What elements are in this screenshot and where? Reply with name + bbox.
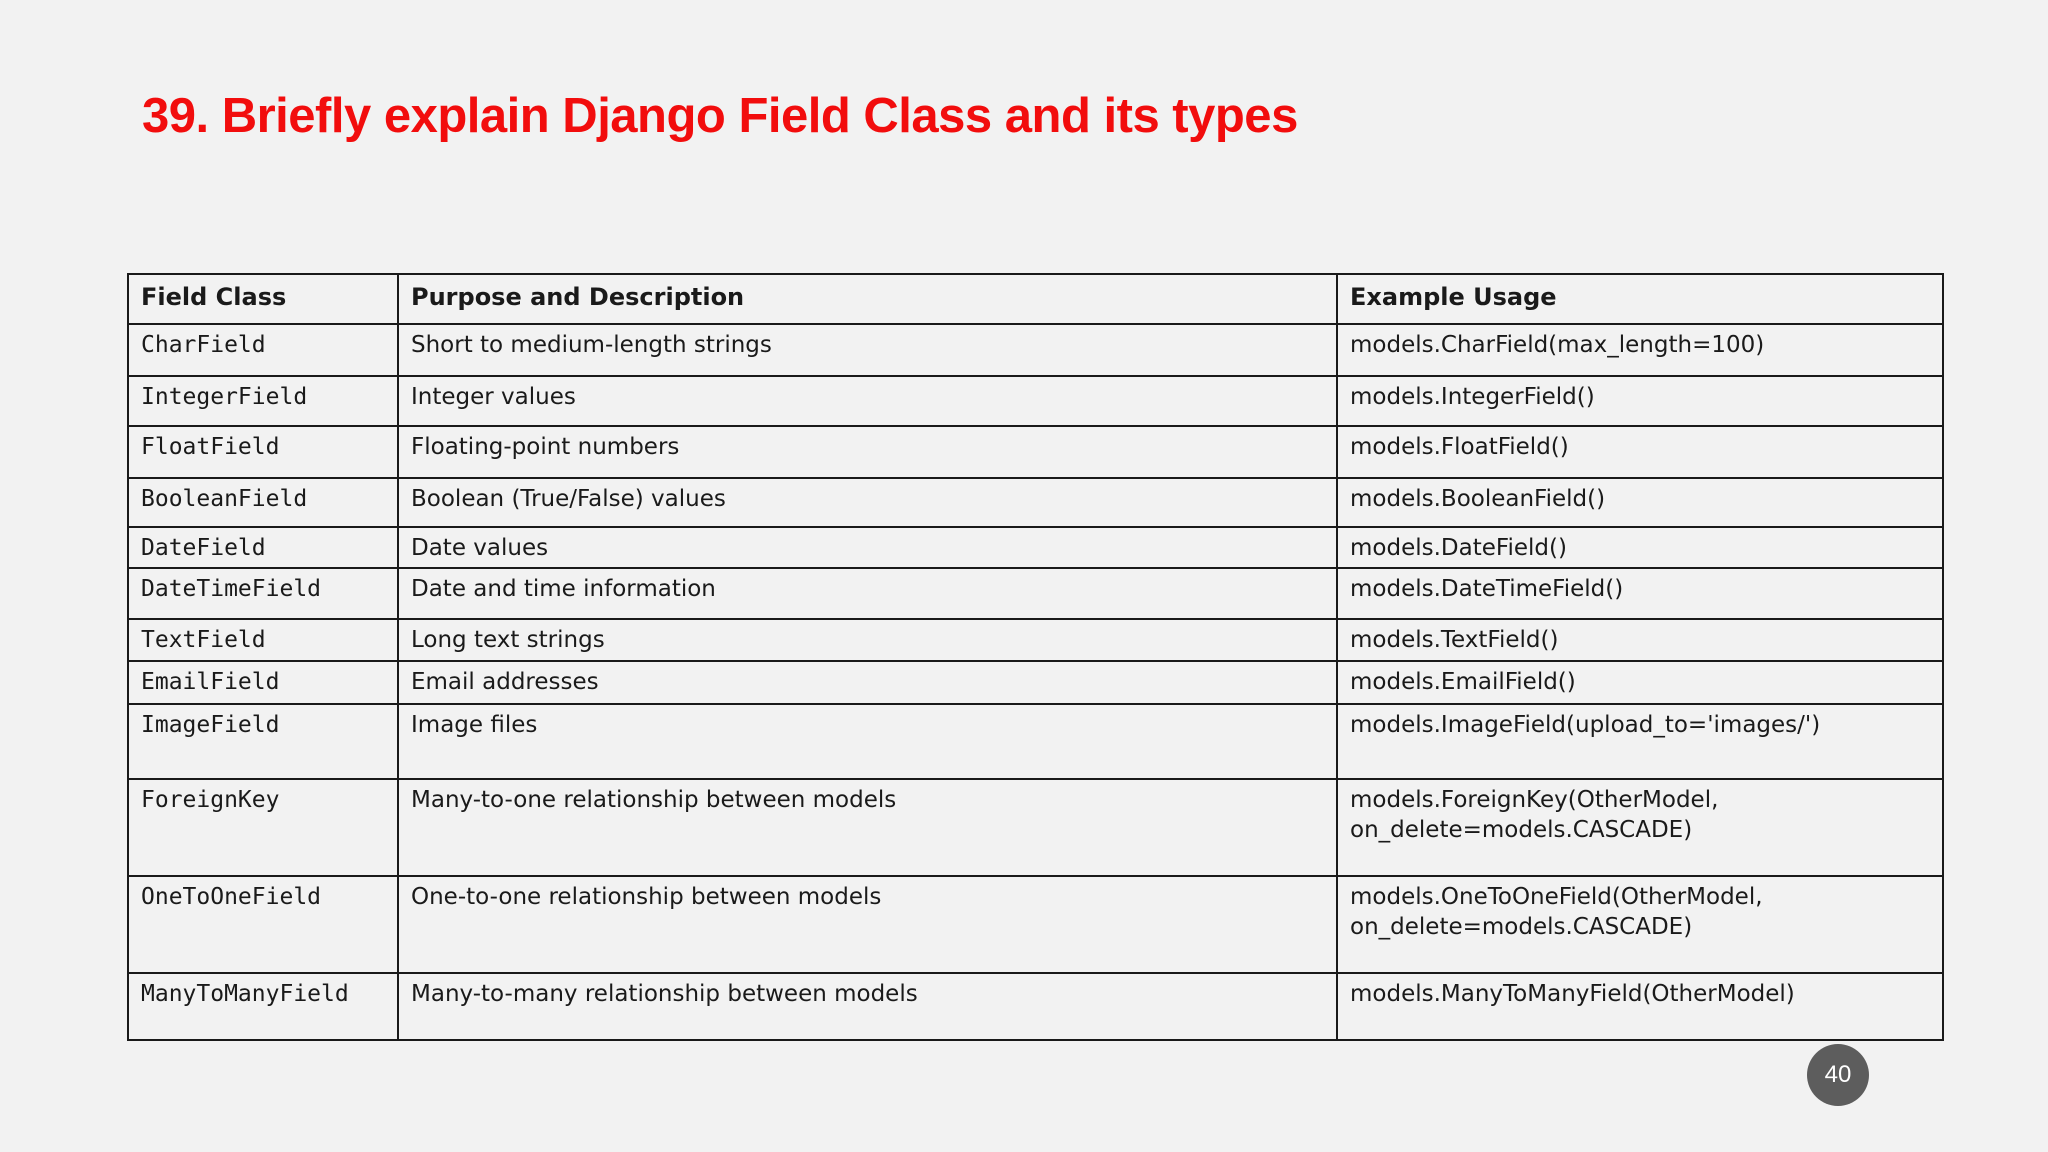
purpose-cell: Floating-point numbers [397,425,1338,479]
table-row: ManyToManyField Many-to-many relationship… [127,971,1944,1041]
field-class-cell: ForeignKey [127,777,399,877]
table-header-row: Field Class Purpose and Description Exam… [127,273,1944,325]
purpose-cell: Short to medium-length strings [397,323,1338,377]
field-class-cell: IntegerField [127,375,399,427]
example-cell: models.ForeignKey(OtherModel, on_delete=… [1336,777,1944,877]
field-class-cell: DateField [127,525,399,570]
purpose-cell: Date values [397,525,1338,570]
purpose-cell: Many-to-one relationship between models [397,777,1338,877]
table-row: DateTimeField Date and time information mo… [127,567,1944,621]
example-cell: models.TextField() [1336,618,1944,662]
column-header-purpose: Purpose and Description [397,273,1338,325]
example-cell: models.FloatField() [1336,425,1944,479]
page-number-badge: 40 [1807,1044,1869,1106]
example-cell: models.DateTimeField() [1336,567,1944,621]
table-row: OneToOneField One-to-one relationship bet… [127,874,1944,974]
purpose-cell: Email addresses [397,659,1338,705]
table-row: CharField Short to medium-length strings m… [127,323,1944,377]
table-row: DateField Date values models.DateField() [127,525,1944,570]
column-header-field-class: Field Class [127,273,399,325]
page-number: 40 [1824,1061,1852,1088]
field-class-cell: BooleanField [127,477,399,528]
field-class-cell: CharField [127,323,399,377]
table-row: ForeignKey Many-to-one relationship betwe… [127,777,1944,877]
example-cell: models.DateField() [1336,525,1944,570]
field-class-cell: ManyToManyField [127,971,399,1041]
example-cell: models.IntegerField() [1336,375,1944,427]
table-row: TextField Long text strings models.TextFie… [127,618,1944,662]
field-class-cell: EmailField [127,659,399,705]
table-row: ImageField Image files models.ImageField(u… [127,702,1944,780]
example-cell: models.OneToOneField(OtherModel, on_dele… [1336,874,1944,974]
field-class-cell: TextField [127,618,399,662]
purpose-cell: Integer values [397,375,1338,427]
field-class-cell: FloatField [127,425,399,479]
table-row: IntegerField Integer values models.Integer… [127,375,1944,427]
example-cell: models.ManyToManyField(OtherModel) [1336,971,1944,1041]
table-row: EmailField Email addresses models.EmailFie… [127,659,1944,705]
purpose-cell: One-to-one relationship between models [397,874,1338,974]
example-cell: models.ImageField(upload_to='images/') [1336,702,1944,780]
purpose-cell: Long text strings [397,618,1338,662]
field-class-cell: OneToOneField [127,874,399,974]
field-class-cell: DateTimeField [127,567,399,621]
column-header-example: Example Usage [1336,273,1944,325]
purpose-cell: Date and time information [397,567,1338,621]
purpose-cell: Image files [397,702,1338,780]
table-row: BooleanField Boolean (True/False) values m… [127,477,1944,528]
purpose-cell: Many-to-many relationship between models [397,971,1338,1041]
example-cell: models.BooleanField() [1336,477,1944,528]
slide-title: 39. Briefly explain Django Field Class a… [142,89,1298,143]
field-class-table: Field Class Purpose and Description Exam… [127,273,1944,1041]
table-row: FloatField Floating-point numbers models.F… [127,425,1944,479]
field-class-cell: ImageField [127,702,399,780]
example-cell: models.EmailField() [1336,659,1944,705]
example-cell: models.CharField(max_length=100) [1336,323,1944,377]
purpose-cell: Boolean (True/False) values [397,477,1338,528]
